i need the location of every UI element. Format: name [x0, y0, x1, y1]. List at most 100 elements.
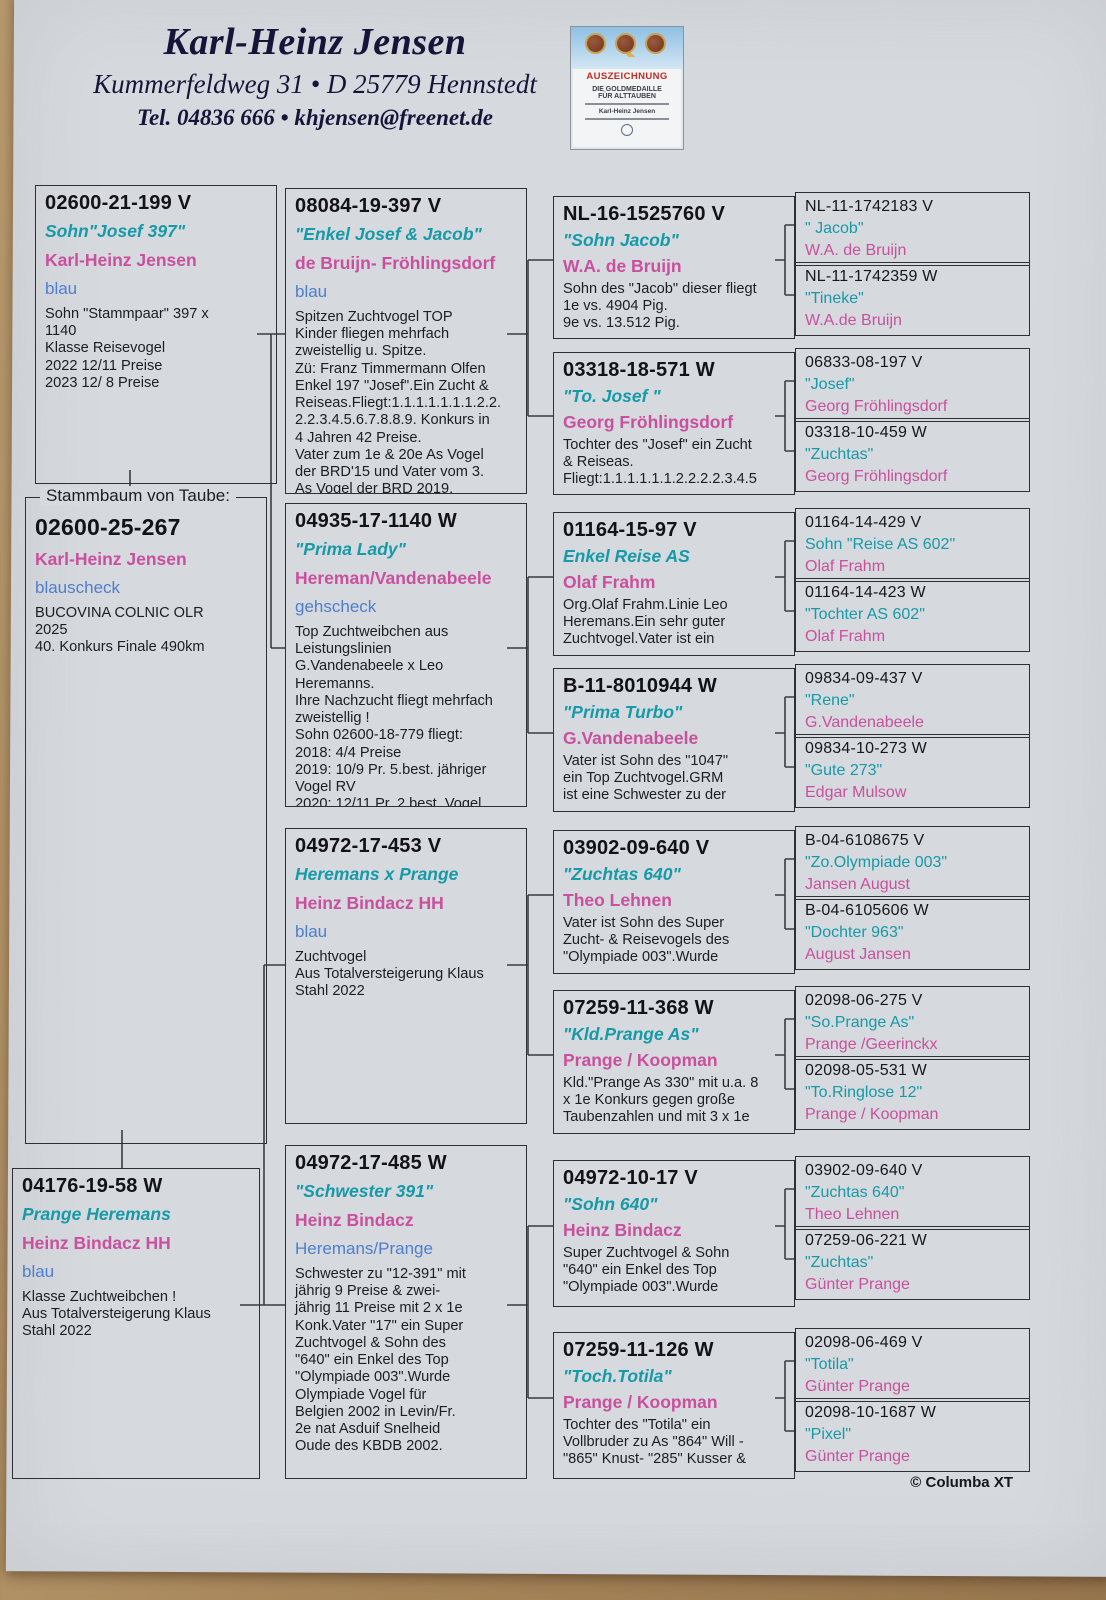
breeder-name: Prange / Koopman — [805, 1106, 939, 1124]
notes: Top Zuchtweibchen aus Leistungslinien G.… — [295, 624, 493, 807]
gold-chevron-icon — [601, 47, 653, 57]
pedigree-box-gen2-1: 08084-19-397 V "Enkel Josef & Jacob" de … — [285, 188, 527, 494]
bird-name: "Rene" — [805, 692, 855, 710]
breeder-title: Karl-Heinz Jensen — [163, 21, 467, 63]
ring-number: 03318-10-459 W — [805, 424, 927, 441]
ring-number: 04972-17-453 V — [295, 835, 442, 857]
ring-number: NL-16-1525760 V — [563, 203, 725, 225]
pedigree-box-gen4-11: 02098-06-275 V "So.Prange As" Prange /Ge… — [795, 986, 1030, 1060]
ring-number: NL-11-1742183 V — [805, 198, 934, 215]
breeder-contact: Tel. 04836 666 • khjensen@freenet.de — [137, 105, 493, 130]
bird-name: "Totila" — [805, 1356, 854, 1374]
pedigree-box-gen3-8: 07259-11-126 W "Toch.Totila" Prange / Ko… — [553, 1332, 795, 1479]
notes: Vater ist Sohn des Super Zucht- & Reisev… — [563, 915, 730, 966]
breeder-name: Georg Fröhlingsdorf — [805, 398, 948, 416]
breeder-name: Heinz Bindacz HH — [22, 1233, 171, 1253]
bird-name: "Tochter AS 602" — [805, 606, 925, 624]
bird-name: "Zuchtas" — [805, 1254, 874, 1272]
plumage-color: blau — [22, 1262, 55, 1281]
bird-name: "Kld.Prange As" — [563, 1024, 699, 1044]
ring-number: NL-11-1742359 W — [805, 268, 938, 285]
medal-icon — [617, 35, 634, 52]
pedigree-box-gen4-3: 06833-08-197 V "Josef" Georg Fröhlingsdo… — [795, 348, 1030, 422]
award-certificate: AUSZEICHNUNG DIE GOLDMEDAILLE FÜR ALTTAU… — [570, 26, 684, 150]
pedigree-box-gen4-12: 02098-05-531 W "To.Ringlose 12" Prange /… — [795, 1056, 1030, 1130]
pedigree-box-dam: 04176-19-58 W Prange Heremans Heinz Bind… — [12, 1168, 260, 1479]
bird-name: "Prima Turbo" — [563, 702, 683, 722]
award-title: AUSZEICHNUNG — [586, 71, 668, 82]
notes: Spitzen Zuchtvogel TOP Kinder fliegen me… — [295, 309, 502, 494]
subject-details: 02600-25-267 Karl-Heinz Jensen blauschec… — [35, 504, 257, 1137]
ring-number: 01164-14-423 W — [805, 584, 926, 601]
ring-number: 02098-06-275 V — [805, 992, 923, 1009]
bird-name: "Sohn Jacob" — [563, 230, 679, 250]
tree-label: Stammbaum von Taube: — [40, 486, 236, 506]
breeder-name: G.Vandenabeele — [805, 714, 924, 732]
medal-icon — [647, 35, 664, 52]
notes: Sohn des "Jacob" dieser fliegt 1e vs. 49… — [563, 281, 757, 332]
breeder-name: Karl-Heinz Jensen — [35, 549, 187, 569]
award-line: DIE GOLDMEDAILLE — [592, 86, 662, 93]
ring-number: 04176-19-58 W — [22, 1175, 163, 1197]
award-line: FÜR ALTTAUBEN — [598, 93, 656, 100]
bird-name: "Gute 273" — [805, 762, 883, 780]
bird-name: Prange Heremans — [22, 1204, 171, 1224]
pedigree-box-gen4-1: NL-11-1742183 V " Jacob" W.A. de Bruijn — [795, 192, 1030, 266]
bird-name: "Enkel Josef & Jacob" — [295, 224, 482, 244]
pedigree-box-gen2-2: 04935-17-1140 W "Prima Lady" Hereman/Van… — [285, 503, 527, 807]
bird-name: "Zuchtas 640" — [805, 1184, 905, 1202]
breeder-name: G.Vandenabeele — [563, 728, 699, 748]
bird-name: "Prima Lady" — [295, 539, 406, 559]
ring-number: 03318-18-571 W — [563, 359, 715, 381]
pedigree-box-gen4-15: 02098-06-469 V "Totila" Günter Prange — [795, 1328, 1030, 1402]
ring-number: 07259-11-126 W — [563, 1339, 714, 1361]
ring-number: 04972-10-17 V — [563, 1167, 698, 1189]
notes: Org.Olaf Frahm.Linie Leo Heremans.Ein se… — [563, 597, 728, 648]
breeder-name: W.A. de Bruijn — [805, 242, 907, 260]
breeder-name: Prange /Geerinckx — [805, 1036, 938, 1054]
pedigree-box-gen4-9: B-04-6108675 V "Zo.Olympiade 003" Jansen… — [795, 826, 1030, 900]
notes: Vater ist Sohn des "1047" ein Top Zuchtv… — [563, 753, 729, 804]
award-fine-print — [585, 118, 669, 120]
pedigree-box-gen4-10: B-04-6105606 W "Dochter 963" August Jans… — [795, 896, 1030, 970]
pedigree-box-subject: Stammbaum von Taube: 02600-25-267 Karl-H… — [25, 486, 267, 1144]
award-fine-print — [585, 103, 669, 105]
pedigree-box-sire: 02600-21-199 V Sohn"Josef 397" Karl-Hein… — [35, 185, 277, 484]
pedigree-box-gen3-6: 07259-11-368 W "Kld.Prange As" Prange / … — [553, 990, 795, 1134]
bird-name: "Josef" — [805, 376, 855, 394]
award-recipient: Karl-Heinz Jensen — [598, 108, 656, 115]
breeder-name: Hereman/Vandenabeele — [295, 568, 492, 588]
plumage-color: blauscheck — [35, 578, 121, 597]
bird-name: " Jacob" — [805, 220, 864, 238]
notes: Tochter des "Totila" ein Vollbruder zu A… — [563, 1417, 746, 1468]
breeder-name: Edgar Mulsow — [805, 784, 907, 802]
notes: Zuchtvogel Aus Totalversteigerung Klaus … — [295, 949, 484, 1000]
ring-number: 02098-06-469 V — [805, 1334, 923, 1351]
ring-number: B-11-8010944 W — [563, 675, 718, 697]
bird-name: "Zuchtas" — [805, 446, 874, 464]
breeder-name: Prange / Koopman — [563, 1050, 718, 1070]
breeder-name: August Jansen — [805, 946, 911, 964]
breeder-name: Olaf Frahm — [805, 558, 886, 576]
pedigree-box-gen4-14: 07259-06-221 W "Zuchtas" Günter Prange — [795, 1226, 1030, 1300]
plumage-color: blau — [295, 282, 328, 301]
breeder-name: Günter Prange — [805, 1276, 910, 1294]
breeder-name: Olaf Frahm — [563, 572, 656, 592]
notes: Sohn "Stammpaar" 397 x 1140 Klasse Reise… — [45, 306, 209, 391]
bird-name: "Zo.Olympiade 003" — [805, 854, 948, 872]
pedigree-box-gen2-4: 04972-17-485 W "Schwester 391" Heinz Bin… — [285, 1145, 527, 1479]
bird-name: "Sohn 640" — [563, 1194, 658, 1214]
pedigree-box-gen4-4: 03318-10-459 W "Zuchtas" Georg Fröhlings… — [795, 418, 1030, 492]
breeder-name: Heinz Bindacz HH — [295, 893, 444, 913]
breeder-name: W.A.de Bruijn — [805, 312, 902, 330]
ring-number: 02600-25-267 — [35, 514, 181, 540]
bird-name: "To. Josef " — [563, 386, 661, 406]
pedigree-box-gen3-4: B-11-8010944 W "Prima Turbo" G.Vandenabe… — [553, 668, 795, 812]
notes: Kld."Prange As 330" mit u.a. 8 x 1e Konk… — [563, 1075, 759, 1126]
breeder-name: Theo Lehnen — [805, 1206, 900, 1224]
ring-number: B-04-6105606 W — [805, 902, 929, 919]
breeder-name: Karl-Heinz Jensen — [45, 250, 197, 270]
pedigree-box-gen4-8: 09834-10-273 W "Gute 273" Edgar Mulsow — [795, 734, 1030, 808]
ring-number: 04972-17-485 W — [295, 1152, 447, 1174]
ring-number: 08084-19-397 V — [295, 195, 442, 217]
